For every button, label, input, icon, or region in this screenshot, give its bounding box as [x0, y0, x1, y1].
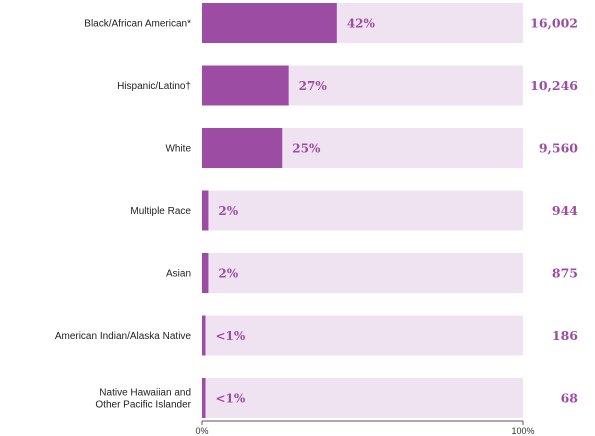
count-label: 9,560 — [539, 141, 578, 156]
count-label: 875 — [552, 266, 578, 281]
value-label: <1% — [216, 329, 246, 343]
x-tick-label: 100% — [511, 426, 534, 436]
category-label: Hispanic/Latino† — [117, 81, 191, 92]
count-label: 16,002 — [530, 16, 578, 31]
x-axis: 0% 100% — [195, 420, 535, 436]
value-label: 25% — [292, 142, 321, 156]
bar — [202, 378, 206, 418]
count-label: 10,246 — [530, 78, 578, 93]
bar-tracks — [202, 3, 523, 418]
category-label: Asian — [166, 269, 191, 280]
value-label: 42% — [347, 17, 376, 31]
category-label: Native Hawaiian and Other Pacific Islande… — [95, 388, 191, 411]
bar — [202, 3, 337, 43]
bar — [202, 190, 209, 231]
value-label: <1% — [216, 392, 246, 406]
count-label: 944 — [552, 203, 578, 218]
value-label: 2% — [218, 267, 238, 281]
value-label: 27% — [299, 79, 328, 93]
category-labels: Black/African American* Hispanic/Latino† W… — [55, 19, 192, 411]
category-label: American Indian/Alaska Native — [55, 331, 192, 342]
category-label: Black/African American* — [84, 19, 191, 30]
bar-track — [202, 315, 523, 356]
x-tick-label: 0% — [195, 426, 208, 436]
category-label: Multiple Race — [130, 206, 191, 217]
bar-track — [202, 378, 523, 418]
bar — [202, 65, 289, 106]
count-label: 68 — [561, 391, 579, 406]
bar-track — [202, 253, 523, 293]
bar — [202, 253, 209, 293]
count-labels: 16,002 10,246 9,560 944 875 186 68 — [530, 16, 578, 406]
value-label: 2% — [218, 204, 238, 218]
bar — [202, 315, 206, 356]
value-labels: 42% 27% 25% 2% 2% <1% <1% — [216, 17, 376, 406]
bar-track — [202, 190, 523, 231]
bar — [202, 128, 283, 168]
count-label: 186 — [552, 328, 578, 343]
bars — [202, 3, 337, 418]
category-label: White — [165, 144, 191, 155]
